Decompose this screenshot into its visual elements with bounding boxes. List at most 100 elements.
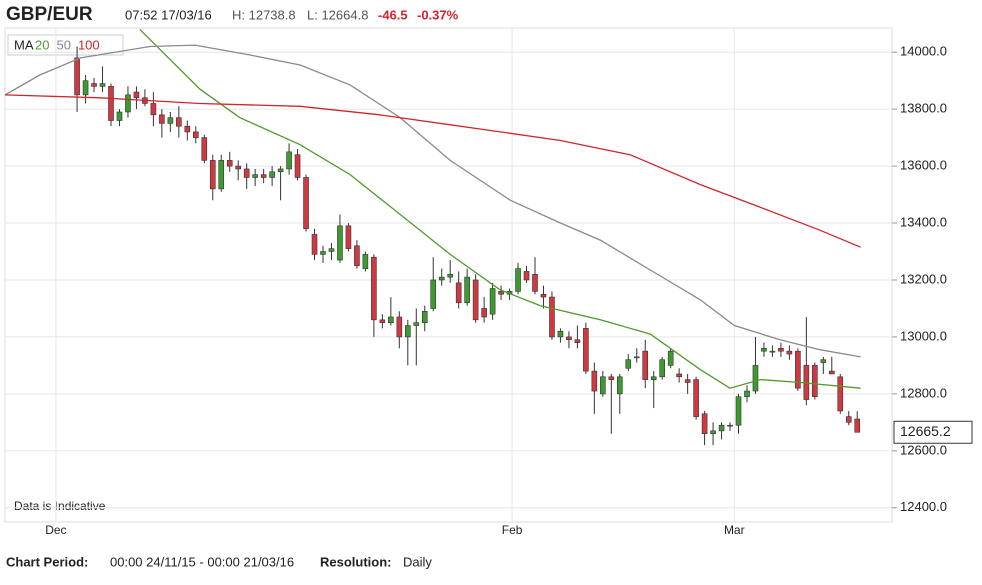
candle-body	[99, 83, 106, 87]
resolution-label: Resolution:	[320, 554, 392, 569]
candle-body	[761, 348, 767, 352]
candle-body	[710, 430, 716, 435]
x-tick-label: Feb	[502, 523, 523, 537]
candle-body	[650, 376, 657, 380]
ma-line	[139, 28, 861, 389]
candle-body	[549, 296, 555, 338]
candle-body	[515, 268, 521, 292]
candle-body	[820, 359, 827, 363]
ma-line	[5, 44, 861, 358]
y-tick-label: 13800.0	[900, 101, 947, 116]
candle-body	[396, 316, 403, 338]
candle-body	[286, 151, 292, 170]
candle-body	[752, 365, 759, 392]
candle-body	[421, 311, 428, 323]
candle-body	[633, 356, 640, 359]
candle-body	[379, 319, 386, 323]
candle-body	[540, 293, 547, 298]
candle-body	[795, 350, 801, 389]
candle-body	[337, 225, 343, 261]
candle-body	[498, 291, 504, 295]
legend-entry: 100	[78, 37, 100, 52]
candle-body	[209, 160, 216, 190]
candle-body	[464, 276, 470, 304]
candle-body	[489, 288, 496, 315]
y-tick-label: 12600.0	[900, 442, 947, 457]
candle-body	[684, 379, 691, 383]
candle-body	[854, 418, 861, 433]
candle-body	[574, 339, 581, 343]
candle-body	[235, 165, 241, 170]
candle-body	[133, 91, 140, 99]
candle-body	[600, 376, 606, 395]
x-tick-label: Dec	[45, 523, 66, 537]
legend-title: MA	[14, 37, 34, 52]
candle-body	[778, 348, 784, 352]
note: Data is Indicative	[14, 499, 106, 513]
legend-entry: 50	[56, 37, 70, 52]
candle-body	[82, 80, 89, 96]
candle-body	[447, 273, 453, 278]
candle-body	[192, 131, 199, 138]
candle-body	[150, 103, 157, 116]
candle-body	[430, 279, 437, 309]
candle-body	[320, 251, 326, 255]
candle-body	[260, 174, 267, 178]
candle-body	[74, 57, 80, 96]
candle-body	[744, 390, 750, 398]
candle-body	[226, 160, 233, 167]
candle-body	[277, 168, 284, 173]
candle-body	[125, 94, 131, 113]
high: H: 12738.8	[232, 7, 296, 22]
candle-body	[786, 350, 793, 355]
change: -46.5	[378, 7, 408, 22]
period-label: Chart Period:	[6, 554, 88, 569]
candle-body	[625, 359, 632, 369]
y-tick-label: 13400.0	[900, 214, 947, 229]
period: 00:00 24/11/15 - 00:00 21/03/16	[110, 554, 294, 569]
candle-body	[269, 171, 275, 178]
candle-body	[472, 279, 479, 321]
candle-body	[667, 350, 674, 366]
candle-body	[608, 376, 615, 380]
candle-body	[455, 282, 462, 304]
candle-body	[176, 117, 182, 127]
candle-body	[532, 273, 538, 292]
candle-body	[303, 177, 309, 230]
candle-body	[413, 322, 420, 326]
candle-body	[845, 416, 852, 423]
plot	[5, 28, 861, 446]
candle-body	[354, 245, 360, 267]
candle-body	[108, 86, 114, 121]
legend-box	[7, 34, 124, 56]
candle-body	[481, 308, 487, 318]
candle-body	[837, 376, 844, 412]
candle-body	[252, 174, 258, 178]
y-tick-label: 12800.0	[900, 385, 947, 400]
candle-body	[523, 271, 530, 281]
candle-body	[718, 424, 725, 432]
candle-body	[159, 114, 165, 124]
time: 07:52 17/03/16	[125, 7, 212, 22]
candle-body	[557, 330, 564, 338]
y-tick-label: 13600.0	[900, 158, 947, 173]
candle-body	[591, 370, 598, 392]
candle-body	[693, 379, 699, 417]
candle-body	[701, 413, 708, 435]
y-tick-label: 12400.0	[900, 499, 947, 514]
x-tick-label: Mar	[724, 523, 745, 537]
candle-body	[371, 256, 377, 321]
candle-body	[583, 328, 589, 372]
candle-body	[91, 83, 97, 87]
candle-body	[243, 168, 250, 178]
plot-frame	[4, 27, 893, 523]
y-tick-label: 14000.0	[900, 44, 947, 59]
candle-body	[116, 111, 123, 121]
candle-body	[727, 424, 733, 427]
candle-body	[659, 359, 665, 378]
candle-body	[438, 276, 445, 281]
candle-body	[218, 160, 225, 190]
candle-body	[769, 350, 776, 353]
candle-body	[676, 373, 682, 378]
